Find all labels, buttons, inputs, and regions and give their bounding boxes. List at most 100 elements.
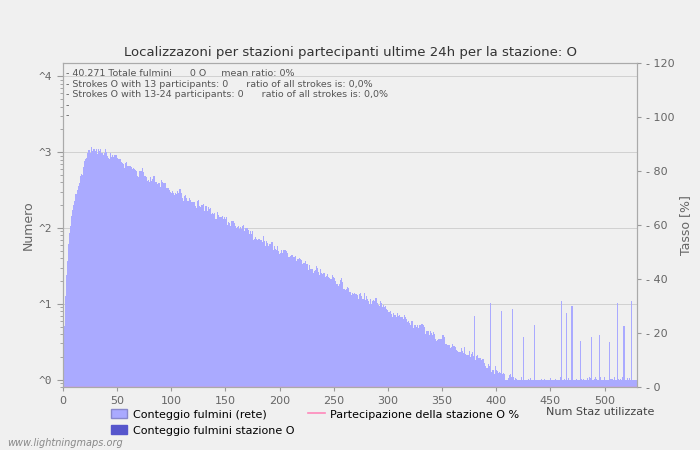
Bar bbox=[151, 181, 153, 450]
Bar bbox=[88, 150, 90, 450]
Bar bbox=[232, 221, 234, 450]
Bar bbox=[564, 379, 565, 450]
Bar bbox=[619, 380, 620, 450]
Bar bbox=[360, 293, 361, 450]
Bar bbox=[482, 359, 483, 450]
Bar bbox=[608, 380, 610, 450]
Bar bbox=[400, 317, 401, 450]
Bar bbox=[501, 311, 502, 450]
Bar bbox=[114, 155, 116, 450]
Bar bbox=[590, 378, 591, 450]
Bar bbox=[550, 378, 551, 450]
Bar bbox=[626, 380, 627, 450]
Bar bbox=[165, 183, 167, 450]
Bar bbox=[150, 177, 151, 450]
Bar bbox=[563, 380, 564, 450]
Bar bbox=[144, 176, 145, 450]
Bar bbox=[368, 301, 369, 450]
Bar bbox=[129, 166, 130, 450]
Bar bbox=[183, 201, 184, 450]
Bar bbox=[380, 301, 381, 450]
Bar bbox=[250, 231, 251, 450]
Bar bbox=[432, 335, 433, 450]
Bar bbox=[137, 176, 139, 450]
Bar bbox=[106, 152, 107, 450]
Bar bbox=[424, 327, 426, 450]
Bar bbox=[357, 295, 358, 450]
Bar bbox=[189, 198, 190, 450]
Bar bbox=[225, 220, 226, 450]
Bar bbox=[236, 228, 237, 450]
Bar bbox=[598, 335, 600, 450]
Bar bbox=[405, 317, 406, 450]
Bar bbox=[99, 151, 100, 450]
Bar bbox=[498, 373, 499, 450]
Bar bbox=[490, 303, 491, 450]
Bar bbox=[474, 316, 475, 450]
Bar bbox=[69, 234, 70, 450]
Bar bbox=[428, 335, 430, 450]
Bar bbox=[525, 380, 526, 450]
Bar bbox=[547, 380, 549, 450]
Bar bbox=[179, 189, 181, 450]
Bar bbox=[92, 151, 93, 450]
Bar bbox=[187, 202, 188, 450]
Bar bbox=[258, 239, 260, 450]
Bar bbox=[511, 378, 512, 450]
Bar bbox=[509, 375, 510, 450]
Bar bbox=[504, 374, 505, 450]
Bar bbox=[197, 201, 198, 450]
Bar bbox=[309, 266, 311, 450]
Bar bbox=[476, 356, 477, 450]
Bar bbox=[102, 155, 104, 450]
Bar bbox=[319, 275, 320, 450]
Bar bbox=[541, 379, 542, 450]
Bar bbox=[340, 279, 341, 450]
Bar bbox=[605, 380, 606, 450]
Bar bbox=[584, 380, 586, 450]
Y-axis label: Numero: Numero bbox=[22, 200, 35, 250]
Bar bbox=[272, 250, 274, 450]
Bar bbox=[305, 261, 306, 450]
Bar bbox=[157, 184, 158, 450]
Bar bbox=[94, 149, 95, 450]
Bar bbox=[383, 305, 384, 450]
Bar bbox=[582, 380, 583, 450]
Bar bbox=[323, 273, 325, 450]
Bar bbox=[209, 209, 210, 450]
Bar bbox=[205, 206, 206, 450]
Bar bbox=[389, 310, 391, 450]
Bar bbox=[552, 380, 553, 450]
Bar bbox=[133, 168, 134, 450]
Bar bbox=[304, 263, 305, 450]
Bar bbox=[84, 161, 85, 450]
Bar bbox=[118, 159, 119, 450]
Bar bbox=[241, 229, 242, 450]
Bar bbox=[78, 183, 80, 450]
Bar bbox=[632, 380, 634, 450]
Bar bbox=[193, 202, 195, 450]
Bar bbox=[153, 176, 155, 450]
Bar bbox=[462, 351, 463, 450]
Bar bbox=[176, 194, 177, 450]
Bar bbox=[240, 227, 241, 450]
Bar bbox=[230, 226, 232, 450]
Bar bbox=[190, 199, 191, 450]
Bar bbox=[448, 345, 449, 450]
Bar bbox=[317, 268, 318, 450]
Bar bbox=[434, 334, 435, 450]
Legend: Conteggio fulmini (rete), Conteggio fulmini stazione O, Partecipazione della sta: Conteggio fulmini (rete), Conteggio fulm… bbox=[106, 405, 524, 440]
Bar bbox=[316, 266, 317, 450]
Bar bbox=[604, 377, 605, 450]
Bar bbox=[430, 333, 432, 450]
Bar bbox=[181, 198, 183, 450]
Bar bbox=[265, 246, 266, 450]
Text: www.lightningmaps.org: www.lightningmaps.org bbox=[7, 438, 122, 448]
Bar bbox=[607, 380, 608, 450]
Bar bbox=[222, 216, 223, 450]
Bar bbox=[595, 378, 596, 450]
Bar bbox=[477, 355, 478, 450]
Bar bbox=[557, 380, 559, 450]
Bar bbox=[172, 191, 173, 450]
Bar bbox=[318, 272, 319, 450]
